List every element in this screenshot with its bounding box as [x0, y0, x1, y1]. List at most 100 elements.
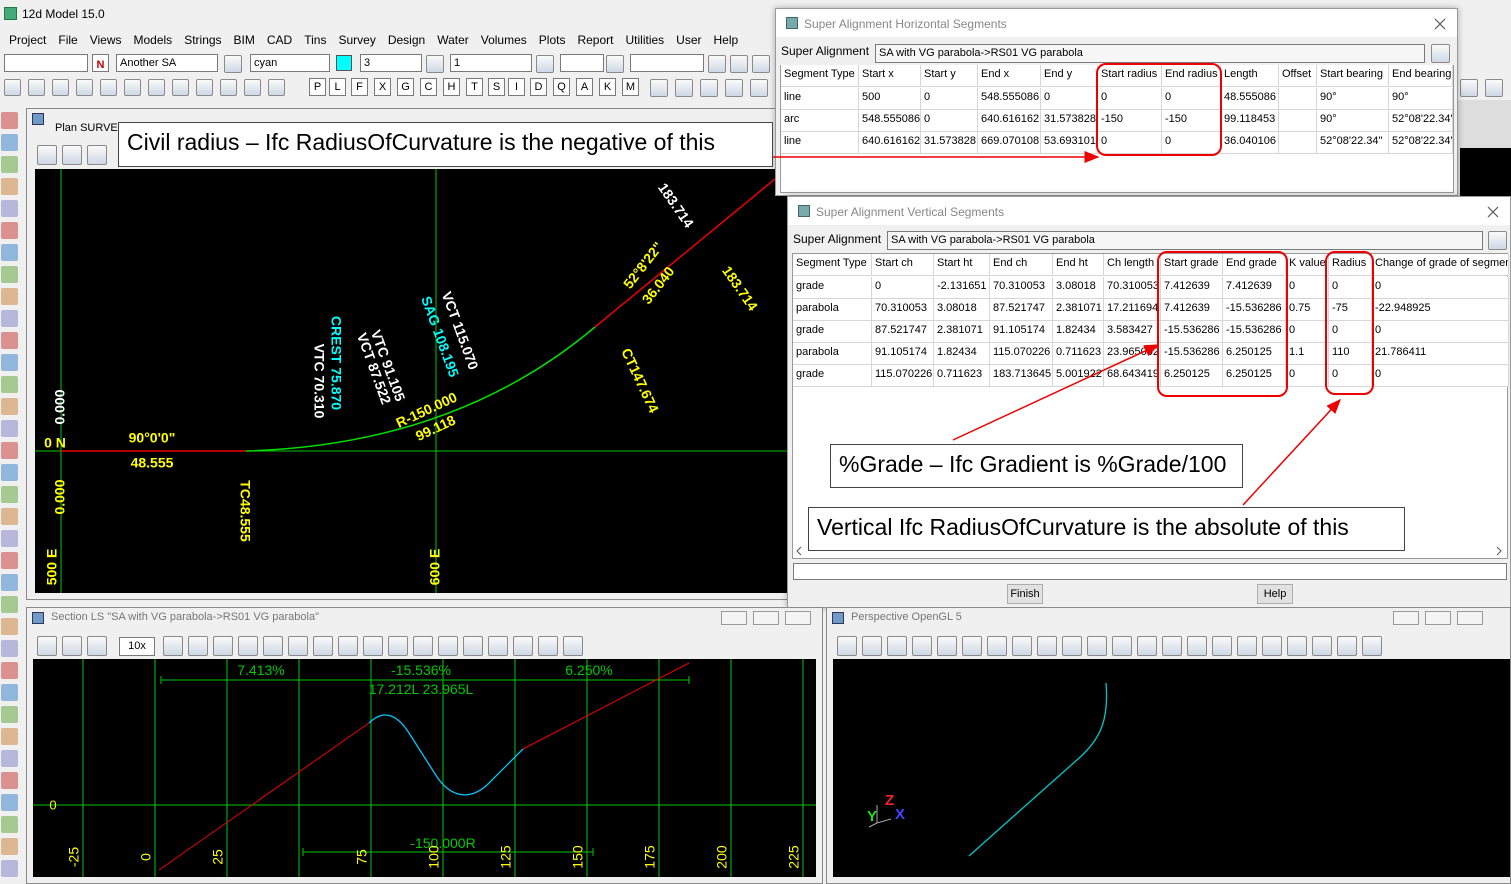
side-tool[interactable] — [1, 156, 18, 173]
side-tool[interactable] — [1, 464, 18, 481]
table-cell[interactable]: 90° — [1317, 88, 1389, 110]
column-header[interactable]: Segment Type — [793, 254, 872, 276]
field[interactable] — [560, 54, 604, 72]
tool-icon[interactable] — [750, 79, 768, 97]
table-cell[interactable]: 0 — [1041, 88, 1098, 110]
side-tool[interactable] — [1, 728, 18, 745]
side-tool[interactable] — [1, 772, 18, 789]
tool-icon[interactable] — [1112, 636, 1132, 656]
tool-icon[interactable] — [725, 79, 743, 97]
menu-item[interactable]: Strings — [184, 33, 222, 47]
table-cell[interactable]: 90° — [1389, 88, 1453, 110]
table-cell[interactable]: 91.105174 — [872, 343, 934, 365]
tool-icon[interactable] — [263, 636, 283, 656]
column-header[interactable]: Ch length — [1104, 254, 1161, 276]
menu-item[interactable]: Water — [437, 33, 469, 47]
column-header[interactable]: Length — [1221, 65, 1279, 87]
menu-item[interactable]: CAD — [266, 33, 293, 47]
table-cell[interactable]: 53.693101 — [1041, 132, 1098, 154]
column-header[interactable]: Start radius — [1098, 65, 1162, 87]
side-tool[interactable] — [1, 552, 18, 569]
side-tool[interactable] — [1, 618, 18, 635]
table-cell[interactable]: 0 — [1286, 277, 1329, 299]
table-cell[interactable]: 0.711623 — [1053, 343, 1104, 365]
tool-icon[interactable] — [1460, 79, 1478, 97]
tool-icon[interactable] — [1062, 636, 1082, 656]
tool-icon[interactable] — [1312, 636, 1332, 656]
window-max-button[interactable] — [753, 611, 779, 625]
table-cell[interactable]: 7.412639 — [1161, 277, 1223, 299]
table-cell[interactable]: 0 — [921, 88, 978, 110]
tool-icon[interactable] — [1137, 636, 1157, 656]
tool-icon[interactable] — [1287, 636, 1307, 656]
tool-icon[interactable] — [220, 79, 237, 96]
tool-icon[interactable] — [1262, 636, 1282, 656]
table-cell[interactable]: 0 — [1162, 132, 1221, 154]
tool-icon[interactable] — [730, 55, 748, 73]
menu-item[interactable]: Help — [713, 33, 739, 47]
side-tool[interactable] — [1, 332, 18, 349]
window-min-button[interactable] — [721, 611, 747, 625]
table-cell[interactable]: 70.310053 — [990, 277, 1053, 299]
table-cell[interactable]: 52°08'22.34" — [1317, 132, 1389, 154]
table-cell[interactable]: 183.713645 — [990, 365, 1053, 387]
tool-icon[interactable] — [37, 145, 57, 165]
column-header[interactable]: Start grade — [1161, 254, 1223, 276]
table-cell[interactable]: 68.643419 — [1104, 365, 1161, 387]
table-cell[interactable]: 36.040106 — [1221, 132, 1279, 154]
dialog-button[interactable]: Finish — [1007, 584, 1043, 604]
tool-icon[interactable] — [837, 636, 857, 656]
tool-icon[interactable] — [962, 636, 982, 656]
table-cell[interactable]: 548.555086 — [978, 88, 1041, 110]
letter-button[interactable]: X — [374, 78, 391, 96]
table-cell[interactable]: arc — [781, 110, 859, 132]
tool-icon[interactable] — [1162, 636, 1182, 656]
menu-item[interactable]: Utilities — [625, 33, 665, 47]
side-tool[interactable] — [1, 112, 18, 129]
dialog-button[interactable]: Help — [1257, 584, 1293, 604]
tool-icon[interactable] — [912, 636, 932, 656]
table-cell[interactable]: parabola — [793, 343, 872, 365]
tool-icon[interactable] — [1485, 79, 1503, 97]
column-header[interactable]: Change of grade of segment — [1372, 254, 1509, 276]
table-cell[interactable]: 0 — [1286, 365, 1329, 387]
tool-icon[interactable] — [338, 636, 358, 656]
tool-icon[interactable] — [563, 636, 583, 656]
tool-icon[interactable] — [87, 636, 107, 656]
table-cell[interactable]: 0 — [1286, 321, 1329, 343]
column-header[interactable]: End radius — [1162, 65, 1221, 87]
tool-icon[interactable] — [488, 636, 508, 656]
table-cell[interactable]: 48.555086 — [1221, 88, 1279, 110]
tool-icon[interactable] — [708, 55, 726, 73]
tool-icon[interactable] — [1037, 636, 1057, 656]
tool-icon[interactable] — [224, 55, 242, 73]
toolbar-field[interactable]: Another SA — [116, 54, 218, 72]
tool-icon[interactable] — [188, 636, 208, 656]
side-tool[interactable] — [1, 596, 18, 613]
table-cell[interactable]: 0 — [1372, 277, 1509, 299]
letter-button[interactable]: G — [397, 78, 414, 96]
table-cell[interactable]: 3.583427 — [1104, 321, 1161, 343]
letter-button[interactable]: M — [622, 78, 639, 96]
window-close-button[interactable] — [785, 611, 811, 625]
table-cell[interactable]: 3.08018 — [934, 299, 990, 321]
table-cell[interactable]: -150 — [1162, 110, 1221, 132]
side-tool[interactable] — [1, 178, 18, 195]
toolbar-field[interactable]: 1 — [450, 54, 532, 72]
tool-icon[interactable] — [862, 636, 882, 656]
column-header[interactable]: End bearing — [1389, 65, 1453, 87]
letter-button[interactable]: S — [488, 78, 505, 96]
table-cell[interactable]: 6.250125 — [1223, 365, 1286, 387]
menu-item[interactable]: Design — [387, 33, 426, 47]
letter-button[interactable]: I — [508, 78, 525, 96]
table-cell[interactable]: 2.381071 — [1053, 299, 1104, 321]
column-header[interactable]: End x — [978, 65, 1041, 87]
table-cell[interactable]: 669.070108 — [978, 132, 1041, 154]
column-header[interactable]: Offset — [1279, 65, 1317, 87]
table-cell[interactable]: 0.75 — [1286, 299, 1329, 321]
tool-icon[interactable] — [76, 79, 93, 96]
menu-item[interactable]: BIM — [233, 33, 255, 47]
table-cell[interactable]: 0 — [1329, 277, 1372, 299]
side-tool[interactable] — [1, 420, 18, 437]
table-cell[interactable]: -15.536286 — [1223, 299, 1286, 321]
